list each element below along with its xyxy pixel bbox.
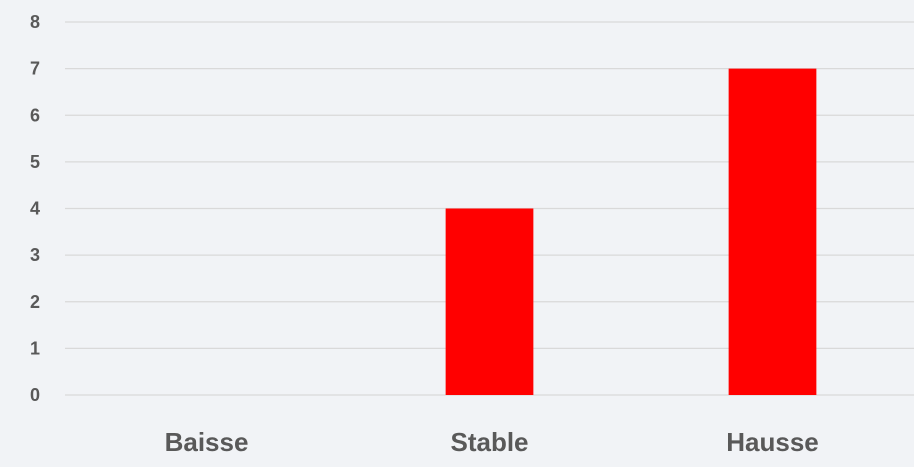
y-tick-label-3: 3 — [30, 245, 40, 265]
bars — [445, 68, 817, 395]
bar-hausse — [728, 68, 817, 395]
y-tick-label-1: 1 — [30, 338, 40, 358]
y-tick-label-5: 5 — [30, 152, 40, 172]
bar-stable — [445, 208, 534, 395]
y-tick-label-4: 4 — [30, 199, 40, 219]
y-tick-label-7: 7 — [30, 59, 40, 79]
y-tick-label-2: 2 — [30, 292, 40, 312]
x-tick-label-hausse: Hausse — [726, 427, 819, 457]
x-tick-label-stable: Stable — [450, 427, 528, 457]
y-tick-label-6: 6 — [30, 105, 40, 125]
y-tick-label-0: 0 — [30, 385, 40, 405]
y-axis-ticks: 0 1 2 3 4 5 6 7 8 — [30, 12, 40, 405]
y-tick-label-8: 8 — [30, 12, 40, 32]
x-axis-ticks: Baisse Stable Hausse — [165, 427, 819, 457]
x-tick-label-baisse: Baisse — [165, 427, 249, 457]
